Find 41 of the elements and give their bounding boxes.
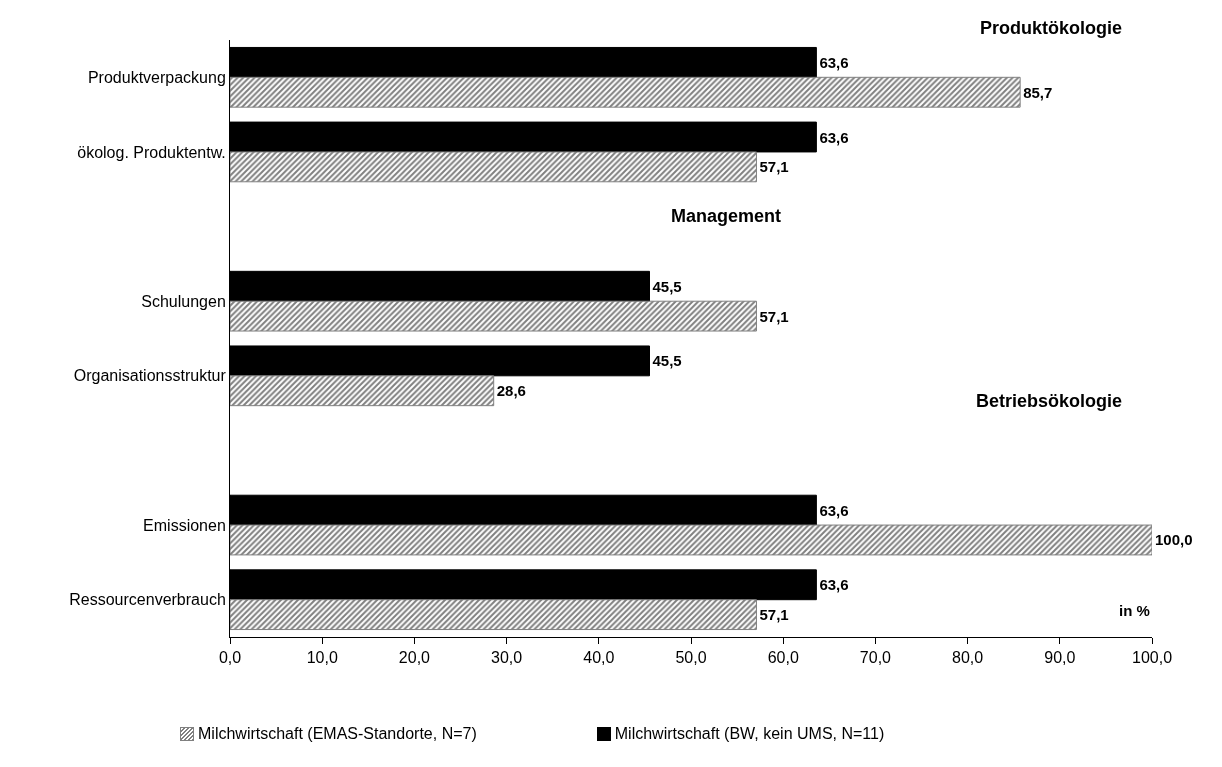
data-label: 57,1 — [759, 606, 789, 624]
x-tick-label: 30,0 — [491, 649, 523, 667]
x-tick-label: 20,0 — [398, 649, 431, 667]
y-tick-label: Ressourcenverbrauch — [69, 591, 226, 609]
data-label: 57,1 — [759, 158, 789, 176]
x-tick-label: 90,0 — [1044, 649, 1076, 667]
y-tick-label: ökolog. Produktentw. — [77, 143, 226, 161]
data-label: 63,6 — [819, 576, 849, 594]
data-label: 63,6 — [819, 501, 849, 519]
data-label: 45,5 — [652, 352, 682, 370]
y-tick-label: Produktverpackung — [87, 68, 226, 86]
legend-label: Milchwirtschaft (BW, kein UMS, N=11) — [614, 725, 885, 743]
data-label: 57,1 — [759, 307, 789, 325]
data-label: 63,6 — [819, 128, 849, 146]
x-tick-label: 70,0 — [859, 649, 892, 667]
x-tick-label: 0,0 — [218, 649, 242, 667]
data-label: 85,7 — [1023, 83, 1053, 101]
data-label: 28,6 — [496, 382, 526, 400]
y-tick-label: Emissionen — [143, 516, 226, 534]
data-label: 100,0 — [1155, 531, 1193, 549]
annotation: Betriebsökologie — [976, 391, 1123, 411]
x-tick-label: 50,0 — [675, 649, 707, 667]
x-tick-label: 80,0 — [952, 649, 984, 667]
data-label: 45,5 — [652, 277, 682, 295]
bar — [230, 524, 1152, 556]
bar — [230, 300, 757, 332]
legend-label: Milchwirtschaft (EMAS-Standorte, N=7) — [198, 725, 477, 743]
bar — [230, 375, 495, 407]
text: Produktökologie — [980, 18, 1123, 38]
bar — [230, 599, 757, 631]
x-tick-label: 10,0 — [306, 649, 338, 667]
annotation: Management — [671, 206, 782, 226]
y-tick-label: Schulungen — [141, 292, 226, 310]
x-tick-label: 40,0 — [583, 649, 615, 667]
y-tick-label: Organisationsstruktur — [73, 367, 227, 385]
bar — [230, 76, 1021, 108]
annotation: in % — [1119, 602, 1150, 619]
bar — [230, 151, 757, 183]
x-tick-label: 60,0 — [767, 649, 799, 667]
data-label: 63,6 — [819, 53, 849, 71]
x-tick-label: 100,0 — [1131, 649, 1173, 667]
